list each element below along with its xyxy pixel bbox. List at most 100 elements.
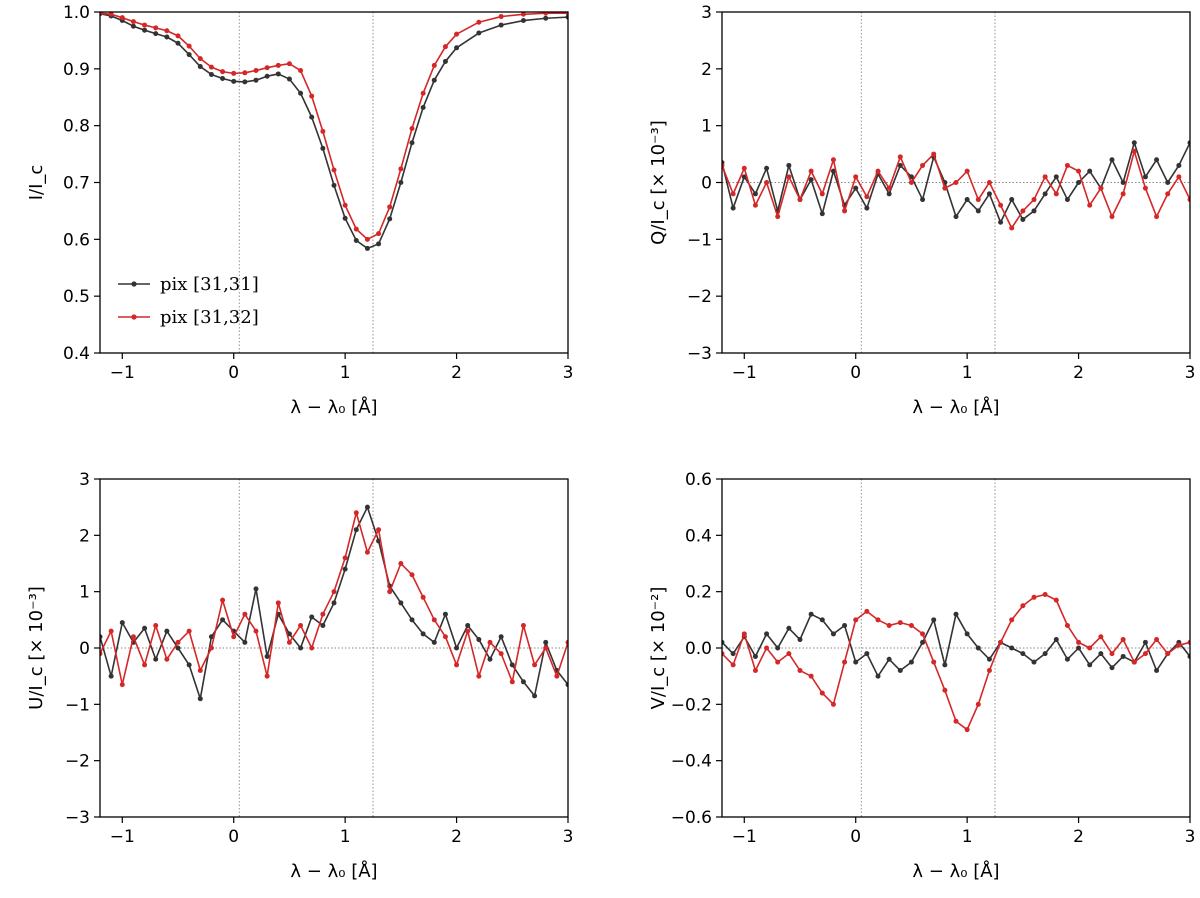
data-point-pix-31-31 <box>786 625 792 631</box>
plot-area <box>722 591 1190 733</box>
data-point-pix-31-32 <box>320 128 326 134</box>
legend-marker-pix-31-32 <box>131 314 137 320</box>
data-point-pix-31-32 <box>953 718 959 724</box>
data-point-pix-31-31 <box>1120 653 1126 659</box>
y-tick-label: 0.5 <box>63 287 90 307</box>
data-point-pix-31-32 <box>387 589 393 595</box>
data-point-pix-31-32 <box>786 174 792 180</box>
y-tick-label: 0.7 <box>63 174 90 194</box>
data-point-pix-31-32 <box>1020 208 1026 214</box>
y-tick-label: −1 <box>65 695 90 715</box>
data-point-pix-31-31 <box>1109 665 1115 671</box>
data-point-pix-31-32 <box>1142 185 1148 191</box>
data-point-pix-31-32 <box>1109 214 1115 220</box>
data-point-pix-31-32 <box>119 682 125 688</box>
data-point-pix-31-32 <box>142 662 148 668</box>
data-point-pix-31-31 <box>409 140 415 146</box>
data-point-pix-31-32 <box>853 174 859 180</box>
data-point-pix-31-31 <box>1031 659 1037 665</box>
data-point-pix-31-32 <box>142 22 148 28</box>
data-point-pix-31-32 <box>953 180 959 185</box>
data-point-pix-31-32 <box>1098 634 1104 640</box>
data-point-pix-31-31 <box>975 208 981 214</box>
data-point-pix-31-31 <box>897 668 903 674</box>
data-point-pix-31-32 <box>931 151 937 157</box>
y-tick-label: −3 <box>65 808 90 828</box>
data-point-pix-31-31 <box>920 197 926 203</box>
data-point-pix-31-31 <box>741 174 747 180</box>
data-point-pix-31-32 <box>875 168 881 174</box>
y-axis-label: I/I_c <box>26 165 47 201</box>
data-point-pix-31-32 <box>864 608 870 614</box>
data-point-pix-31-31 <box>164 628 170 634</box>
data-point-pix-31-31 <box>853 659 859 665</box>
data-point-pix-31-32 <box>830 701 836 707</box>
data-point-pix-31-32 <box>908 622 914 628</box>
data-point-pix-31-31 <box>520 679 526 685</box>
data-point-pix-31-31 <box>1076 180 1082 185</box>
data-point-pix-31-31 <box>253 586 259 592</box>
data-point-pix-31-31 <box>186 52 192 58</box>
panel-intensity: −1 0 1 2 3 0.4 0.5 0.6 0.7 0.8 0.9 1.0 λ − λ₀ [Å] I/I… <box>26 3 573 418</box>
data-point-pix-31-32 <box>454 31 460 37</box>
data-point-pix-31-32 <box>986 668 992 674</box>
data-point-pix-31-31 <box>864 651 870 657</box>
data-point-pix-31-31 <box>1009 645 1015 651</box>
data-point-pix-31-31 <box>376 241 382 247</box>
data-point-pix-31-31 <box>986 656 992 662</box>
data-point-pix-31-31 <box>1053 637 1059 643</box>
y-tick-label: −2 <box>65 752 90 772</box>
axes-frame <box>99 11 569 354</box>
data-point-pix-31-31 <box>208 634 214 640</box>
data-point-pix-31-31 <box>320 145 326 151</box>
series-line-pix-31-31 <box>100 12 568 250</box>
x-tick-label: 3 <box>563 363 574 383</box>
x-tick-label: 2 <box>1073 363 1084 383</box>
data-point-pix-31-31 <box>431 77 437 83</box>
data-point-pix-31-32 <box>1087 645 1093 651</box>
data-point-pix-31-32 <box>520 12 526 17</box>
data-point-pix-31-31 <box>142 625 148 631</box>
data-point-pix-31-32 <box>875 617 881 623</box>
x-tick-label: 0 <box>228 363 239 383</box>
data-point-pix-31-32 <box>242 70 248 76</box>
data-point-pix-31-31 <box>242 79 248 85</box>
data-point-pix-31-31 <box>1165 180 1171 185</box>
data-point-pix-31-32 <box>331 589 337 595</box>
data-point-pix-31-31 <box>454 45 460 51</box>
data-point-pix-31-32 <box>175 639 181 645</box>
data-point-pix-31-31 <box>476 637 482 643</box>
data-point-pix-31-31 <box>509 662 515 668</box>
data-point-pix-31-32 <box>186 628 192 634</box>
data-point-pix-31-32 <box>376 231 382 237</box>
data-point-pix-31-31 <box>908 659 914 665</box>
y-tick-label: −1 <box>687 230 712 250</box>
plot-area <box>100 504 568 702</box>
series-line-pix-31-32 <box>100 511 568 686</box>
data-point-pix-31-32 <box>1020 603 1026 609</box>
data-point-pix-31-31 <box>331 182 337 188</box>
data-point-pix-31-31 <box>431 639 437 645</box>
data-point-pix-31-31 <box>264 73 270 79</box>
data-point-pix-31-32 <box>398 166 404 172</box>
data-point-pix-31-32 <box>1142 651 1148 657</box>
data-point-pix-31-31 <box>1098 651 1104 657</box>
x-tick-label: 2 <box>1073 827 1084 847</box>
y-axis-label: U/I_c [× 10⁻³] <box>26 586 47 710</box>
data-point-pix-31-32 <box>130 634 136 640</box>
data-point-pix-31-31 <box>1009 197 1015 203</box>
data-point-pix-31-32 <box>964 727 970 733</box>
data-point-pix-31-32 <box>220 597 226 603</box>
x-tick-label: −1 <box>732 827 757 847</box>
y-tick-label: −0.6 <box>671 808 712 828</box>
x-tick-label: 1 <box>340 827 351 847</box>
data-point-pix-31-31 <box>819 211 825 217</box>
data-point-pix-31-32 <box>1042 174 1048 180</box>
data-point-pix-31-32 <box>342 555 348 561</box>
data-point-pix-31-32 <box>231 70 237 76</box>
data-point-pix-31-32 <box>886 185 892 191</box>
data-point-pix-31-32 <box>1154 214 1160 220</box>
y-tick-label: 2 <box>79 526 90 546</box>
y-tick-label: −0.2 <box>671 695 712 715</box>
data-point-pix-31-31 <box>1042 191 1048 197</box>
